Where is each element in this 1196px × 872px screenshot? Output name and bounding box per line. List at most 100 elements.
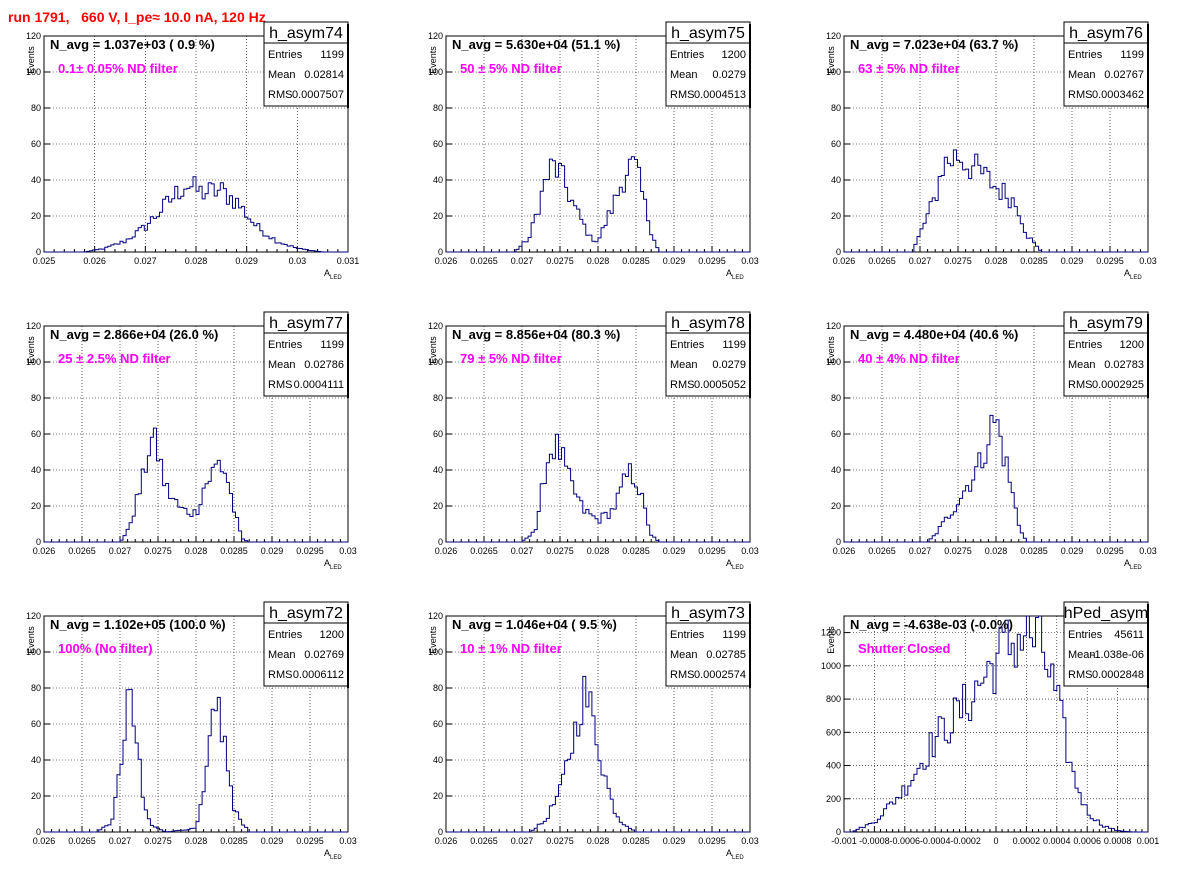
y-tick-label: 20 <box>31 501 41 511</box>
x-tick-label: 0.03 <box>1139 256 1157 266</box>
histogram-name: hPed_asym <box>1064 605 1149 622</box>
y-tick-label: 80 <box>433 393 443 403</box>
y-tick-label: 0 <box>438 827 443 837</box>
x-axis-label: ALED <box>324 558 342 571</box>
histogram-name: h_asym78 <box>671 315 745 332</box>
x-tick-label: 0.028 <box>587 546 610 556</box>
x-tick-label: 0.0295 <box>1096 256 1124 266</box>
y-axis-label: Events <box>26 46 36 74</box>
x-tick-label: 0.0265 <box>470 546 498 556</box>
stat-value-rms: 0.0002574 <box>694 669 746 681</box>
y-tick-label: 120 <box>826 321 841 331</box>
run-title: run 1791, 660 V, I_pe≈ 10.0 nA, 120 Hz <box>8 9 266 25</box>
y-tick-label: 120 <box>428 611 443 621</box>
x-tick-label: 0.0275 <box>944 256 972 266</box>
y-tick-label: 60 <box>31 719 41 729</box>
x-tick-label: 0 <box>993 836 998 846</box>
x-tick-label: 0.03 <box>289 256 307 266</box>
y-tick-label: 100 <box>428 67 443 77</box>
y-tick-label: 20 <box>31 211 41 221</box>
x-tick-label: 0.0295 <box>296 836 324 846</box>
y-tick-label: 120 <box>826 31 841 41</box>
x-tick-label: 0.027 <box>134 256 157 266</box>
x-axis-label: ALED <box>726 268 744 281</box>
y-tick-label: 40 <box>831 465 841 475</box>
x-tick-label: 0.029 <box>663 546 686 556</box>
histogram-line <box>446 675 750 833</box>
filter-note: 0.1± 0.05% ND filter <box>58 61 178 76</box>
y-tick-label: 80 <box>31 103 41 113</box>
stat-value-mean: 0.02814 <box>304 69 344 81</box>
x-tick-label: 0.0265 <box>68 546 96 556</box>
x-tick-label: 0.027 <box>511 836 534 846</box>
x-tick-label: 0.029 <box>235 256 258 266</box>
x-tick-label: 0.026 <box>833 256 856 266</box>
stat-value-entries: 1199 <box>320 339 344 351</box>
stats-box <box>263 332 349 397</box>
stat-value-mean: 0.02767 <box>1104 69 1144 81</box>
y-tick-label: 120 <box>26 321 41 331</box>
x-tick-label: 0.028 <box>587 836 610 846</box>
stats-box <box>665 622 751 687</box>
histogram-name: h_asym73 <box>671 605 745 622</box>
y-tick-label: 60 <box>31 429 41 439</box>
x-tick-label: 0.027 <box>909 546 932 556</box>
histogram-line <box>844 615 1148 833</box>
x-tick-label: 0.026 <box>435 836 458 846</box>
x-tick-label: 0.027 <box>109 546 132 556</box>
x-tick-label: 0.001 <box>1137 836 1160 846</box>
x-tick-label: 0.0275 <box>546 836 574 846</box>
stat-value-entries: 1199 <box>320 49 344 61</box>
stat-key-entries: Entries <box>670 629 705 641</box>
x-tick-label: 0.029 <box>663 836 686 846</box>
x-tick-label: 0.028 <box>985 546 1008 556</box>
x-tick-label: 0.0265 <box>470 256 498 266</box>
x-tick-label: 0.0275 <box>546 256 574 266</box>
filter-note: Shutter Closed <box>858 641 951 656</box>
y-tick-label: 120 <box>26 31 41 41</box>
x-tick-label: 0.029 <box>1061 256 1084 266</box>
y-tick-label: 200 <box>826 794 841 804</box>
stat-value-rms: 0.0003462 <box>1092 89 1144 101</box>
x-tick-label: 0.027 <box>511 546 534 556</box>
stat-value-rms: 0.0002848 <box>1092 669 1144 681</box>
stat-key-entries: Entries <box>670 49 705 61</box>
x-tick-label: 0.028 <box>985 256 1008 266</box>
n-avg-label: N_avg = 2.866e+04 (26.0 %) <box>50 327 218 342</box>
filter-note: 50 ± 5% ND filter <box>460 61 562 76</box>
y-tick-label: 40 <box>31 755 41 765</box>
stat-key-rms: RMS <box>670 669 694 681</box>
y-tick-label: 40 <box>31 465 41 475</box>
stat-key-rms: RMS <box>1068 379 1092 391</box>
x-tick-label: 0.026 <box>833 546 856 556</box>
y-tick-label: 80 <box>831 103 841 113</box>
y-tick-label: 120 <box>26 611 41 621</box>
y-tick-label: 100 <box>26 357 41 367</box>
stat-value-rms: 0.0006112 <box>293 669 344 681</box>
stat-value-rms: 0.0002925 <box>1092 379 1144 391</box>
y-tick-label: 800 <box>826 694 841 704</box>
x-tick-label: 0.027 <box>511 256 534 266</box>
y-tick-label: 100 <box>26 647 41 657</box>
histogram-line <box>446 156 750 253</box>
x-tick-label: -0.0006 <box>890 836 921 846</box>
y-tick-label: 40 <box>31 175 41 185</box>
histogram-line <box>844 149 1148 253</box>
y-tick-label: 20 <box>433 211 443 221</box>
y-tick-label: 40 <box>433 175 443 185</box>
histogram-line <box>44 427 348 543</box>
y-tick-label: 0 <box>836 247 841 257</box>
stat-key-entries: Entries <box>1068 339 1103 351</box>
x-tick-label: 0.0295 <box>698 546 726 556</box>
y-axis-label: Events <box>26 336 36 364</box>
y-tick-label: 20 <box>433 501 443 511</box>
stat-value-mean: 0.0279 <box>712 69 746 81</box>
panel-h_asym78: 0.026 0.0265 0.027 0.0275 0.028 0.0285 0.029 0.… <box>428 311 759 571</box>
stat-key-mean: Mean <box>670 359 698 371</box>
panel-h_asym77: 0.026 0.0265 0.027 0.0275 0.028 0.0285 0.029 0.… <box>26 311 357 571</box>
y-tick-label: 100 <box>26 67 41 77</box>
x-axis-label: ALED <box>324 268 342 281</box>
stat-key-mean: Mean <box>268 359 296 371</box>
y-tick-label: 0 <box>438 247 443 257</box>
x-axis-label: ALED <box>324 848 342 861</box>
